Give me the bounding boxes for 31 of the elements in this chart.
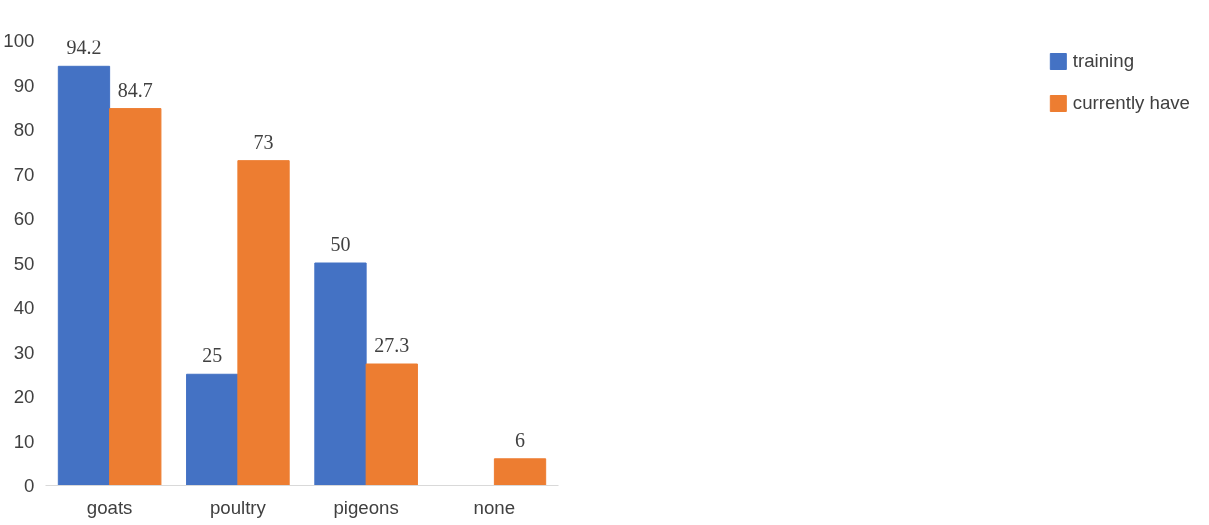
bar bbox=[57, 65, 111, 486]
data-label: 73 bbox=[253, 130, 274, 153]
y-tick-label: 90 bbox=[13, 74, 35, 96]
bar bbox=[237, 160, 290, 486]
data-label: 25 bbox=[202, 344, 223, 367]
y-tick-label: 30 bbox=[13, 341, 35, 363]
legend-label: training bbox=[1072, 50, 1135, 72]
y-tick-label: 80 bbox=[13, 119, 35, 140]
bar bbox=[365, 363, 418, 486]
legend-label: currently have bbox=[1072, 92, 1190, 114]
x-tick-label: poultry bbox=[209, 496, 267, 518]
bar bbox=[186, 373, 239, 486]
data-label: 27.3 bbox=[374, 334, 410, 357]
x-tick-label: none bbox=[473, 496, 516, 518]
data-label: 84.7 bbox=[117, 78, 153, 101]
bar bbox=[493, 458, 547, 486]
bar bbox=[109, 108, 162, 486]
y-tick-label: 0 bbox=[24, 475, 35, 496]
bar bbox=[314, 262, 367, 486]
y-tick-label: 100 bbox=[3, 30, 35, 51]
y-tick-label: 60 bbox=[13, 208, 35, 229]
y-tick-label: 20 bbox=[13, 386, 35, 407]
x-tick-label: pigeons bbox=[333, 496, 399, 518]
x-tick-label: goats bbox=[86, 496, 133, 518]
data-label: 94.2 bbox=[66, 36, 102, 59]
data-label: 50 bbox=[330, 233, 351, 255]
y-tick-label: 10 bbox=[13, 430, 35, 452]
data-label: 6 bbox=[515, 428, 526, 451]
y-tick-label: 70 bbox=[13, 163, 35, 185]
y-tick-label: 50 bbox=[13, 252, 35, 274]
y-tick-label: 40 bbox=[13, 297, 35, 318]
